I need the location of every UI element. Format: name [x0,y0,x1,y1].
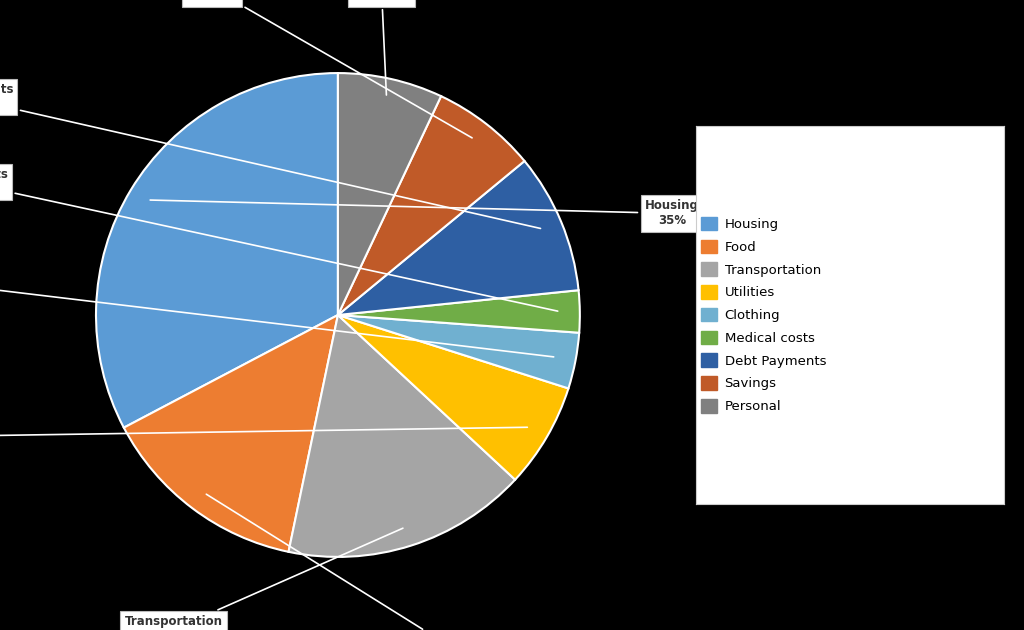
Wedge shape [289,315,515,557]
Text: Transportation
15-20%: Transportation 15-20% [124,528,402,630]
Text: Savings
5-10%: Savings 5-10% [186,0,472,138]
Text: Medical costs
3%: Medical costs 3% [0,168,558,311]
Wedge shape [96,73,338,428]
Wedge shape [338,290,580,333]
Wedge shape [338,96,524,315]
Wedge shape [338,73,441,315]
Legend: Housing, Food, Transportation, Utilities, Clothing, Medical costs, Debt Payments: Housing, Food, Transportation, Utilities… [687,203,840,427]
Text: Clothing
3-5%: Clothing 3-5% [0,272,554,357]
Wedge shape [124,315,338,552]
Text: Food
10-20%: Food 10-20% [206,494,478,630]
Wedge shape [338,315,580,389]
Wedge shape [338,161,579,315]
Text: Utilities
5-10%: Utilities 5-10% [0,422,527,450]
Wedge shape [338,315,568,479]
Text: Debt Payments
5-15%: Debt Payments 5-15% [0,83,541,229]
Text: Personal
5-10%: Personal 5-10% [352,0,411,95]
Text: Housing
35%: Housing 35% [151,199,698,227]
